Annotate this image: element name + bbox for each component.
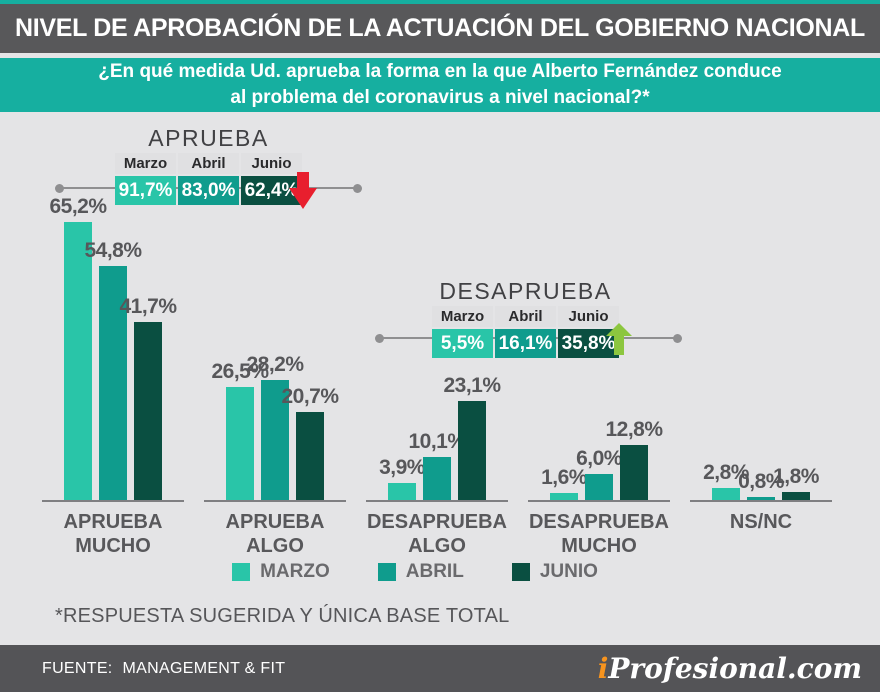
summary-value-row: 5,5% 16,1% 35,8% — [432, 329, 619, 358]
top-accent-strip — [0, 0, 880, 4]
trend-down-icon — [289, 172, 317, 209]
summary-value-marzo: 5,5% — [432, 329, 493, 358]
legend-label: MARZO — [260, 561, 330, 582]
brand-logo-i: i — [597, 652, 609, 685]
summary-value-junio: 62,4% — [241, 176, 302, 205]
bar-value-label: 2,8% — [703, 461, 749, 484]
bar-junio-desaprueba-algo: 23,1% — [443, 374, 501, 500]
legend-swatch-icon — [511, 563, 530, 581]
bar-group-desaprueba-algo: 3,9% 10,1% 23,1% DESAPRUEBA ALGO — [366, 200, 508, 557]
bar-value-label: 1,6% — [541, 466, 587, 489]
bar-group-desaprueba-mucho: 1,6% 6,0% 12,8% DESAPRUEBA MUCHO — [528, 200, 670, 557]
trend-up-icon — [606, 323, 632, 355]
page-title: NIVEL DE APROBACIÓN DE LA ACTUACIÓN DEL … — [14, 14, 866, 42]
question-banner: ¿En qué medida Ud. aprueba la forma en l… — [0, 58, 880, 112]
connector-right-dot — [353, 183, 362, 193]
summary-col-marzo: Marzo — [115, 153, 176, 174]
bar-marzo-ns-nc: 2,8% — [703, 461, 749, 500]
bar-value-label: 26,5% — [211, 360, 269, 383]
aprueba-summary-title: APRUEBA — [148, 125, 269, 151]
bar-value-label: 54,8% — [84, 239, 142, 262]
connector-right-dot — [673, 333, 682, 343]
bar-value-label: 6,0% — [576, 447, 622, 470]
bar-group-ns-nc: 2,8% 0,8% 1,8% NS/NC — [690, 200, 832, 533]
bar-abril-desaprueba-mucho: 6,0% — [576, 447, 622, 500]
legend-item-junio: JUNIO — [511, 561, 598, 583]
question-line-2: al problema del coronavirus a nivel naci… — [230, 87, 650, 108]
source-credit: FUENTE: MANAGEMENT & FIT — [42, 660, 285, 678]
bar-value-label: 20,7% — [281, 385, 339, 408]
bar-abril-ns-nc: 0,8% — [738, 470, 784, 500]
legend-swatch-icon — [232, 563, 251, 581]
footnote: *RESPUESTA SUGERIDA Y ÚNICA BASE TOTAL — [55, 605, 510, 627]
summary-header-row: Marzo Abril Junio — [432, 306, 619, 327]
summary-value-abril: 16,1% — [495, 329, 556, 358]
summary-value-marzo: 91,7% — [115, 176, 176, 205]
legend-item-abril: ABRIL — [377, 561, 464, 583]
summary-col-marzo: Marzo — [432, 306, 493, 327]
legend-label: JUNIO — [539, 561, 598, 582]
bar-marzo-aprueba-algo: 26,5% — [211, 360, 269, 500]
bar-value-label: 3,9% — [379, 456, 425, 479]
connector-left-dot — [55, 183, 64, 193]
bar-value-label: 23,1% — [443, 374, 501, 397]
bar-group-aprueba-algo: 26,5% 28,2% 20,7% APRUEBA ALGO — [204, 200, 346, 557]
legend-swatch-icon — [377, 563, 396, 581]
source-name: MANAGEMENT & FIT — [122, 659, 286, 677]
header-bar: NIVEL DE APROBACIÓN DE LA ACTUACIÓN DEL … — [0, 4, 880, 53]
bar-value-label: 41,7% — [119, 295, 177, 318]
question-line-1: ¿En qué medida Ud. aprueba la forma en l… — [98, 61, 782, 82]
bar-marzo-desaprueba-mucho: 1,6% — [541, 466, 587, 500]
summary-header-row: Marzo Abril Junio — [115, 153, 302, 174]
footer-bar: FUENTE: MANAGEMENT & FIT iProfesional.com — [0, 645, 880, 692]
bar-value-label: 12,8% — [605, 418, 663, 441]
bar-marzo-aprueba-mucho: 65,2% — [49, 195, 107, 500]
connector-left-dot — [375, 333, 384, 343]
category-label-ns-nc: NS/NC — [729, 511, 793, 533]
brand-logo-rest: Profesional.com — [608, 652, 862, 685]
desaprueba-summary-table: DESAPRUEBA Marzo Abril Junio 5,5% 16,1% … — [432, 278, 632, 358]
category-label-aprueba-algo: APRUEBA ALGO — [225, 511, 325, 557]
category-label-desaprueba-mucho: DESAPRUEBA MUCHO — [528, 511, 670, 557]
legend-label: ABRIL — [405, 561, 464, 582]
bar-abril-aprueba-algo: 28,2% — [246, 353, 304, 500]
bar-value-label: 1,8% — [773, 465, 819, 488]
summary-col-abril: Abril — [178, 153, 239, 174]
bar-abril-aprueba-mucho: 54,8% — [84, 239, 142, 500]
bar-junio-aprueba-mucho: 41,7% — [119, 295, 177, 500]
summary-value-abril: 83,0% — [178, 176, 239, 205]
category-label-aprueba-mucho: APRUEBA MUCHO — [63, 511, 163, 557]
desaprueba-summary-title: DESAPRUEBA — [439, 278, 612, 304]
source-label: FUENTE: — [42, 659, 113, 677]
bar-value-label: 10,1% — [408, 430, 466, 453]
bar-abril-desaprueba-algo: 10,1% — [408, 430, 466, 500]
bar-group-aprueba-mucho: 65,2% 54,8% 41,7% APRUEBA MUCHO — [42, 195, 184, 557]
summary-col-junio: Junio — [558, 306, 619, 327]
summary-value-row: 91,7% 83,0% 62,4% — [115, 176, 302, 205]
bar-value-label: 0,8% — [738, 470, 784, 493]
brand-logo: iProfesional.com — [598, 652, 862, 685]
bar-value-label: 65,2% — [49, 195, 107, 218]
bar-value-label: 28,2% — [246, 353, 304, 376]
bar-marzo-desaprueba-algo: 3,9% — [379, 456, 425, 500]
summary-col-abril: Abril — [495, 306, 556, 327]
aprueba-summary-table: APRUEBA Marzo Abril Junio 91,7% 83,0% 62… — [115, 125, 317, 209]
chart-legend: MARZO ABRIL JUNIO — [0, 561, 830, 583]
bar-junio-aprueba-algo: 20,7% — [281, 385, 339, 500]
bar-junio-desaprueba-mucho: 12,8% — [605, 418, 663, 500]
category-label-desaprueba-algo: DESAPRUEBA ALGO — [366, 511, 508, 557]
bar-junio-ns-nc: 1,8% — [773, 465, 819, 500]
summary-col-junio: Junio — [241, 153, 302, 174]
legend-item-marzo: MARZO — [232, 561, 330, 583]
